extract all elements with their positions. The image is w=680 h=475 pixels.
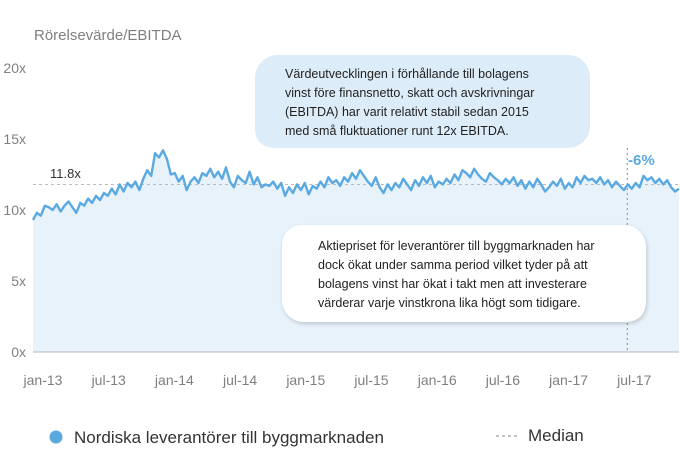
y-tick-labels: 0x 5x 10x 15x 20x: [3, 60, 26, 360]
annotation-bottom-line-2: dock ökat under samma period vilket tyde…: [318, 258, 588, 272]
x-tick-label: jan-17: [548, 372, 588, 388]
annotation-bubble-bottom: Aktiepriset för leverantörer till byggma…: [281, 225, 646, 322]
x-tick-label: jul-16: [485, 372, 520, 388]
y-tick-label: 10x: [3, 202, 26, 218]
annotation-top-line-1: Värdeutvecklingen i förhållande till bol…: [285, 67, 529, 81]
x-tick-label: jul-13: [91, 372, 126, 388]
x-tick-label: jan-16: [417, 372, 457, 388]
annotation-top-line-4: med små fluktuationer runt 12x EBITDA.: [285, 124, 509, 138]
x-tick-label: jul-15: [353, 372, 388, 388]
y-tick-label: 20x: [3, 60, 26, 76]
annotation-bottom-line-3: bolagens vinst har ökat i takt men att i…: [318, 277, 587, 291]
annotation-bottom-line-4: värderar varje vinstkrona lika högt som …: [318, 296, 581, 310]
x-tick-label: jan-14: [154, 372, 194, 388]
median-value-label: 11.8x: [50, 166, 81, 181]
legend-series-label: Nordiska leverantörer till byggmarknaden: [74, 428, 384, 447]
x-tick-label: jan-15: [285, 372, 325, 388]
y-tick-label: 15x: [3, 131, 26, 147]
annotation-top-line-2: vinst före finansnetto, skatt och avskri…: [285, 86, 534, 100]
y-tick-label: 5x: [11, 273, 26, 289]
x-tick-label: jul-14: [222, 372, 257, 388]
legend: Nordiska leverantörer till byggmarknaden…: [49, 426, 584, 447]
annotation-bubble-top-shape: [254, 54, 591, 148]
x-tick-label: jan-13: [23, 372, 63, 388]
annotation-bubble-bottom-shape: [281, 225, 646, 322]
legend-series-marker: [49, 430, 63, 444]
y-tick-label: 0x: [11, 344, 26, 360]
x-tick-labels: jan-13 jul-13 jan-14 jul-14 jan-15 jul-15 jan-…: [23, 372, 652, 388]
legend-median-label: Median: [528, 426, 584, 445]
y-axis-title: Rörelsevärde/EBITDA: [34, 27, 182, 44]
callout-change-label: -6%: [628, 152, 655, 169]
x-tick-label: jul-17: [616, 372, 651, 388]
annotation-bubble-top: Värdeutvecklingen i förhållande till bol…: [254, 54, 591, 148]
annotation-bottom-line-1: Aktiepriset för leverantörer till byggma…: [318, 239, 595, 253]
annotation-top-line-3: (EBITDA) har varit relativt stabil sedan…: [285, 105, 529, 119]
series-line: [31, 149, 680, 221]
